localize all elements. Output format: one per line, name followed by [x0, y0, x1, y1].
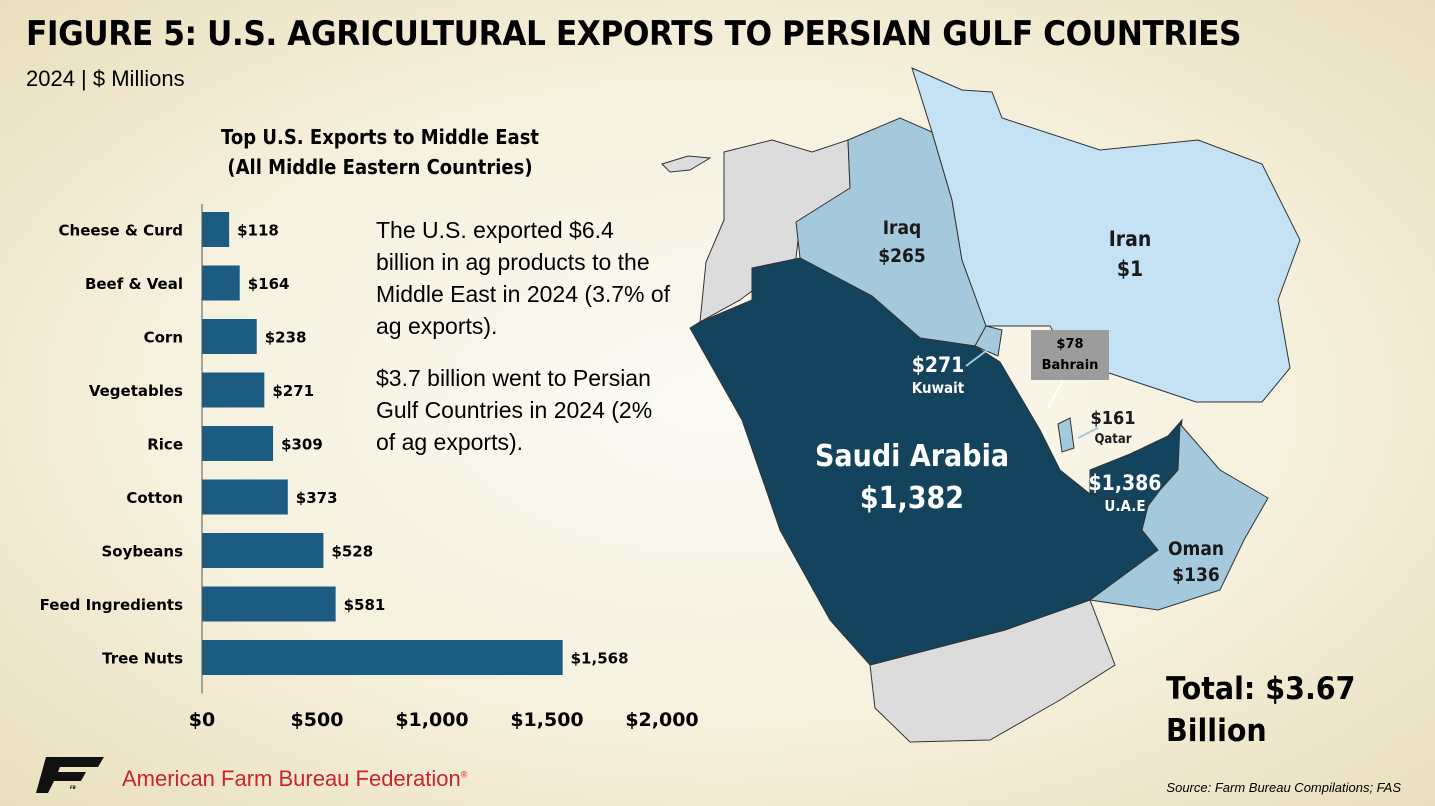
value-label: $238 — [265, 329, 307, 347]
value-label: $309 — [281, 436, 323, 454]
label-qatar-value: $161 — [1090, 408, 1136, 429]
total-line-2: Billion — [1166, 713, 1267, 749]
label-iraq: Iraq $265 — [878, 214, 926, 270]
category-label: Vegetables — [89, 382, 183, 400]
logo-text: FB — [70, 785, 76, 790]
kuwait-leader-line — [965, 347, 991, 367]
x-tick-label: $0 — [189, 709, 215, 731]
label-iraq-name: Iraq — [882, 217, 922, 239]
map-qatar — [1057, 417, 1075, 453]
value-label: $581 — [344, 596, 386, 614]
x-tick-label: $1,000 — [395, 709, 468, 731]
label-uae-value: $1,386 — [1088, 471, 1162, 495]
x-tick-label: $500 — [291, 709, 344, 731]
summary-paragraph-2: $3.7 billion went to Persian Gulf Countr… — [376, 365, 653, 455]
label-oman: Oman $136 — [1168, 536, 1224, 588]
total-line-1: Total: $3.67 — [1166, 671, 1356, 707]
label-oman-name: Oman — [1167, 538, 1225, 560]
label-qatar-name: Qatar — [1094, 432, 1132, 447]
bar — [202, 640, 563, 675]
label-uae-name: U.A.E — [1104, 497, 1146, 515]
value-label: $1,568 — [571, 650, 629, 668]
bar — [202, 212, 230, 247]
label-qatar: $161 Qatar — [1090, 408, 1135, 450]
category-label: Cotton — [126, 489, 183, 507]
category-label: Corn — [144, 329, 183, 347]
label-iran-name: Iran — [1108, 227, 1152, 251]
qatar-leader-line — [1077, 427, 1099, 439]
map-oman — [1088, 422, 1269, 611]
map-iran — [911, 67, 1301, 403]
chart-title: Top U.S. Exports to Middle East (All Mid… — [182, 122, 578, 182]
chart-title-line-2: (All Middle Eastern Countries) — [227, 155, 533, 179]
x-tick-label: $2,000 — [625, 709, 698, 731]
label-bahrain: $78 Bahrain — [1031, 330, 1109, 380]
label-iran-value: $1 — [1116, 257, 1144, 281]
figure-title: FIGURE 5: U.S. AGRICULTURAL EXPORTS TO P… — [26, 14, 1242, 54]
value-label: $118 — [237, 222, 279, 240]
chart-title-line-1: Top U.S. Exports to Middle East — [220, 125, 540, 149]
category-label: Feed Ingredients — [40, 596, 183, 614]
label-bahrain-name: Bahrain — [1041, 358, 1099, 373]
bar — [202, 426, 274, 461]
label-saudi-arabia-name: Saudi Arabia — [814, 439, 1010, 474]
category-label: Tree Nuts — [102, 650, 183, 668]
label-saudi-arabia-value: $1,382 — [859, 481, 965, 516]
x-tick-label: $1,500 — [510, 709, 583, 731]
bahrain-leader-line — [1047, 379, 1064, 409]
label-oman-value: $136 — [1172, 564, 1220, 586]
registered-mark: ® — [460, 769, 468, 780]
summary-paragraph-1: The U.S. exported $6.4 billion in ag pro… — [376, 217, 671, 339]
label-uae: $1,386 U.A.E — [1089, 470, 1162, 516]
label-iran: Iran $1 — [1109, 224, 1152, 284]
bar-chart: Cheese & Curd $118 Beef & Veal $164 Corn $238… — [40, 204, 699, 731]
category-label: Soybeans — [101, 543, 183, 561]
label-kuwait-value: $271 — [911, 353, 965, 377]
label-kuwait-name: Kuwait — [911, 379, 965, 397]
category-label: Cheese & Curd — [59, 222, 183, 240]
category-label: Beef & Veal — [85, 275, 183, 293]
label-bahrain-value: $78 — [1056, 337, 1084, 352]
value-label: $528 — [331, 543, 373, 561]
category-label: Rice — [147, 436, 183, 454]
bar — [202, 265, 240, 301]
value-label: $271 — [272, 382, 314, 400]
farm-bureau-logo: FB — [36, 757, 104, 793]
label-kuwait: $271 Kuwait — [912, 352, 965, 398]
bar — [202, 479, 288, 515]
value-label: $373 — [296, 489, 338, 507]
organization-text: American Farm Bureau Federation — [122, 766, 461, 791]
bar — [202, 319, 257, 354]
bar — [202, 586, 336, 622]
organization-name: American Farm Bureau Federation® — [122, 766, 467, 792]
bar — [202, 533, 324, 568]
value-label: $164 — [248, 275, 290, 293]
label-iraq-value: $265 — [878, 245, 926, 267]
bar — [202, 372, 265, 408]
map-other-cyprus — [661, 155, 712, 173]
summary-note: The U.S. exported $6.4 billion in ag pro… — [376, 214, 676, 478]
map-kuwait — [974, 325, 1003, 357]
figure-subtitle: 2024 | $ Millions — [26, 66, 185, 91]
source-note: Source: Farm Bureau Compilations; FAS — [1166, 780, 1401, 795]
label-saudi-arabia: Saudi Arabia $1,382 — [815, 436, 1009, 520]
total-label: Total: $3.67 Billion — [1166, 668, 1355, 752]
